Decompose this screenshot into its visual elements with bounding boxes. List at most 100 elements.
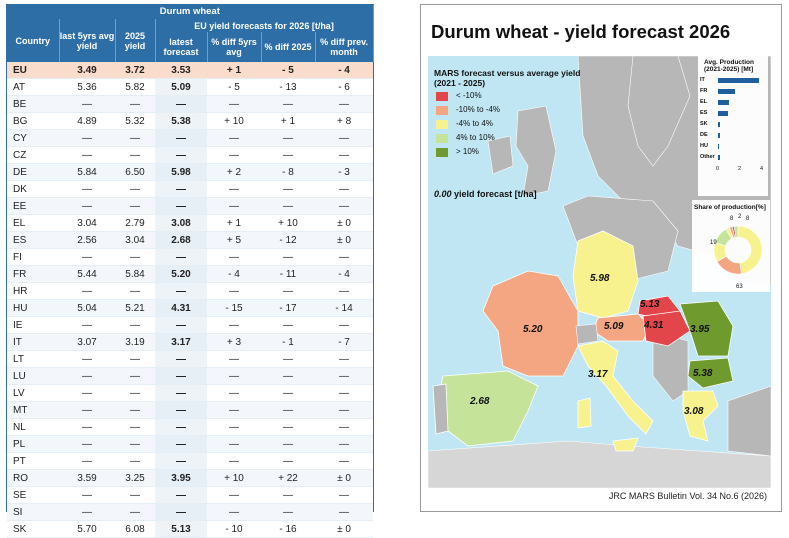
land-switzerland	[575, 323, 599, 345]
table-row: DE 5.84 6.50 5.98 + 2- 8- 3	[7, 163, 374, 181]
latest-cell: —	[155, 350, 207, 368]
map-value-label: 5.98	[590, 273, 610, 284]
country-de	[572, 230, 639, 319]
diff-2025-cell: - 12	[261, 231, 315, 249]
diff-2025-cell: —	[261, 452, 315, 470]
y2025-cell: 5.84	[115, 265, 155, 283]
diff-2025-cell: —	[261, 146, 315, 164]
avg5-cell: 3.49	[59, 62, 115, 79]
diff-2025-cell: + 1	[261, 112, 315, 130]
diff-5yr-cell: —	[207, 367, 261, 385]
production-bar-label: IT	[700, 77, 705, 83]
table-row: SE — — — — — —	[7, 486, 374, 504]
country-cell: RO	[7, 469, 59, 487]
avg-production-chart: Avg. Production (2021-2025) [Mt] IT FR EL E…	[698, 56, 768, 196]
country-el	[682, 390, 719, 442]
avg-production-title: Avg. Production (2021-2025) [Mt]	[704, 59, 754, 73]
col-header-diff-5yr: % diff 5yrs avg	[207, 32, 262, 62]
diff-2025-cell: —	[261, 418, 315, 436]
table-row: PT — — — — — —	[7, 452, 374, 470]
country-cell: AT	[7, 78, 59, 96]
diff-prev-cell: - 6	[315, 78, 374, 96]
diff-prev-cell: ± 0	[315, 231, 374, 249]
table-row: FI — — — — — —	[7, 248, 374, 266]
avg5-cell: —	[59, 146, 115, 164]
latest-cell: —	[155, 95, 207, 113]
production-bar-label: EL	[700, 99, 708, 105]
production-bar	[718, 111, 728, 116]
diff-5yr-cell: - 15	[207, 299, 261, 317]
legend-swatch	[436, 148, 448, 157]
country-cell: HR	[7, 282, 59, 300]
share-donut: 8 2 8 19 63	[710, 214, 763, 290]
latest-cell: —	[155, 401, 207, 419]
diff-2025-cell: —	[261, 180, 315, 198]
diff-prev-cell: —	[315, 486, 374, 504]
y2025-cell: —	[115, 486, 155, 504]
diff-2025-cell: —	[261, 95, 315, 113]
avg5-cell: —	[59, 180, 115, 198]
diff-prev-cell: —	[315, 452, 374, 470]
table-row: HR — — — — — —	[7, 282, 374, 300]
production-bar	[718, 144, 720, 149]
col-header-latest: latest forecast	[155, 32, 208, 62]
production-bar-label: ES	[700, 110, 708, 116]
diff-prev-cell: ± 0	[315, 214, 374, 232]
latest-cell: —	[155, 146, 207, 164]
country-cell: MT	[7, 401, 59, 419]
country-cell: SI	[7, 503, 59, 521]
legend-swatch	[436, 120, 448, 129]
diff-2025-cell: —	[261, 197, 315, 215]
diff-prev-cell: —	[315, 180, 374, 198]
y2025-cell: 3.19	[115, 333, 155, 351]
country-cell: BG	[7, 112, 59, 130]
diff-5yr-cell: + 1	[207, 214, 261, 232]
forecast-note: 0.00 yield forecast [t/ha]	[434, 189, 537, 199]
y2025-cell: —	[115, 350, 155, 368]
diff-2025-cell: —	[261, 486, 315, 504]
diff-5yr-cell: —	[207, 248, 261, 266]
map-value-label: 5.38	[693, 368, 713, 379]
country-cell: CZ	[7, 146, 59, 164]
col-header-country: Country	[7, 19, 60, 62]
table-row: ES 2.56 3.04 2.68 + 5- 12 ± 0	[7, 231, 374, 249]
y2025-cell: —	[115, 197, 155, 215]
table-row: BE — — — — — —	[7, 95, 374, 113]
table-title: Durum wheat	[7, 5, 374, 19]
map-value-label: 3.17	[588, 369, 608, 380]
diff-2025-cell: —	[261, 129, 315, 147]
production-bar-label: HU	[700, 143, 708, 149]
diff-5yr-cell: —	[207, 486, 261, 504]
y2025-cell: —	[115, 384, 155, 402]
y2025-cell: 6.08	[115, 520, 155, 538]
avg5-cell: 5.70	[59, 520, 115, 538]
avg5-cell: —	[59, 316, 115, 334]
share-label: 19	[710, 240, 717, 246]
y2025-cell: —	[115, 435, 155, 453]
diff-5yr-cell: —	[207, 197, 261, 215]
table-row: CZ — — — — — —	[7, 146, 374, 164]
production-bar	[718, 78, 759, 83]
diff-prev-cell: - 14	[315, 299, 374, 317]
latest-cell: 3.08	[155, 214, 207, 232]
country-cell: FR	[7, 265, 59, 283]
country-cell: IE	[7, 316, 59, 334]
map-value-label: 3.95	[690, 324, 710, 335]
diff-2025-cell: - 16	[261, 520, 315, 538]
latest-cell: —	[155, 435, 207, 453]
table-row: IT 3.07 3.19 3.17 + 3- 1- 7	[7, 333, 374, 351]
table-row: LT — — — — — —	[7, 350, 374, 368]
country-cell: SE	[7, 486, 59, 504]
diff-2025-cell: —	[261, 316, 315, 334]
map-area: MARS forecast versus average yield (2021…	[428, 56, 771, 488]
country-it-sicily	[612, 437, 639, 452]
legend-swatch	[436, 92, 448, 101]
country-cell: EE	[7, 197, 59, 215]
diff-2025-cell: - 17	[261, 299, 315, 317]
diff-2025-cell: —	[261, 401, 315, 419]
diff-5yr-cell: - 5	[207, 78, 261, 96]
diff-5yr-cell: —	[207, 95, 261, 113]
diff-5yr-cell: —	[207, 435, 261, 453]
table-row: EU 3.49 3.72 3.53 + 1- 5- 4	[7, 62, 374, 79]
y2025-cell: 3.72	[115, 62, 155, 79]
